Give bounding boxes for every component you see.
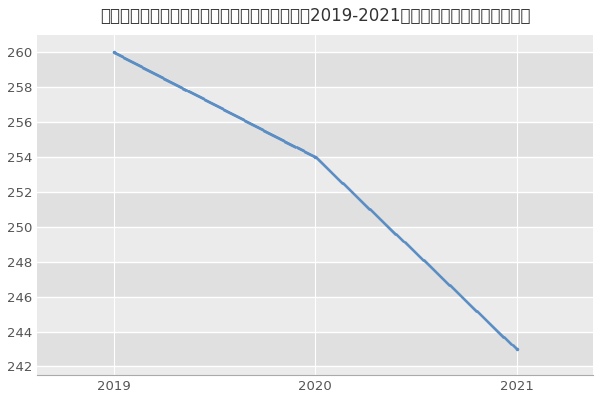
Title: 内蒙古工业大学信息工程学院计算机应用技术（2019-2021历年复试）研究生录取分数线: 内蒙古工业大学信息工程学院计算机应用技术（2019-2021历年复试）研究生录取… <box>100 7 530 25</box>
Bar <box>37 297 593 332</box>
Bar <box>37 227 593 262</box>
Bar <box>37 87 593 122</box>
Bar <box>37 192 593 227</box>
Bar <box>37 262 593 297</box>
Bar <box>37 332 593 366</box>
Bar <box>37 122 593 157</box>
Bar <box>37 157 593 192</box>
Bar <box>37 52 593 87</box>
